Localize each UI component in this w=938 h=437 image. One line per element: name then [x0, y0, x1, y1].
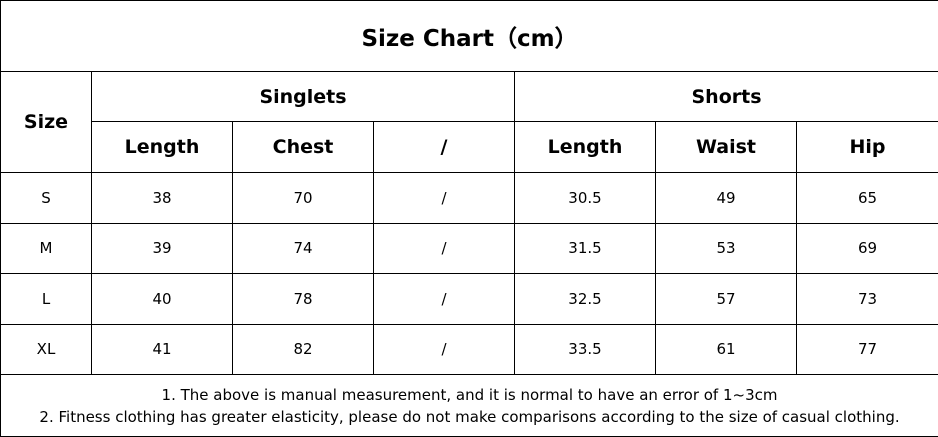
- value-cell: 82: [232, 323, 374, 376]
- column-header: /: [373, 121, 515, 173]
- size-cell: S: [0, 171, 92, 224]
- group-header: Singlets: [91, 70, 515, 123]
- value-cell: 69: [795, 222, 938, 275]
- value-cell: 77: [795, 323, 938, 376]
- size-cell: L: [0, 273, 92, 325]
- value-cell: 57: [655, 273, 797, 325]
- table-title: Size Chart（cm）: [0, 0, 938, 72]
- size-cell: M: [0, 222, 92, 275]
- column-header: Length: [91, 121, 233, 173]
- value-cell: 74: [232, 222, 374, 275]
- value-cell: /: [373, 323, 515, 376]
- data-row: S 38 70/30.5 49 65: [0, 171, 938, 224]
- size-header: Size: [0, 70, 92, 173]
- value-cell: 53: [655, 222, 797, 275]
- value-cell: /: [373, 222, 515, 275]
- notes: 1. The above is manual measurement, and …: [0, 374, 938, 437]
- group-header: Shorts: [513, 70, 938, 123]
- value-cell: 73: [795, 273, 938, 325]
- column-header: Waist: [655, 121, 797, 173]
- note: 1. The above is manual measurement, and …: [161, 385, 778, 404]
- value-cell: 31.5: [514, 222, 656, 275]
- column-header: Chest: [232, 121, 374, 173]
- value-cell: 30.5: [514, 171, 656, 224]
- value-cell: 49: [655, 171, 797, 224]
- column-header: Length: [514, 121, 656, 173]
- size-cell: XL: [0, 323, 92, 376]
- data-row: M 39 74/31.5 53 69: [0, 222, 938, 275]
- notes-row: 1. The above is manual measurement, and …: [0, 374, 938, 437]
- value-cell: 78: [232, 273, 374, 325]
- value-cell: 41: [91, 323, 233, 376]
- value-cell: 40: [91, 273, 233, 325]
- column-header: Hip: [795, 121, 938, 173]
- value-cell: 65: [795, 171, 938, 224]
- value-cell: 70: [232, 171, 374, 224]
- value-cell: 38: [91, 171, 233, 224]
- note: 2. Fitness clothing has greater elastici…: [39, 407, 900, 426]
- value-cell: 39: [91, 222, 233, 275]
- value-cell: /: [373, 273, 515, 325]
- value-cell: 33.5: [514, 323, 656, 376]
- value-cell: /: [373, 171, 515, 224]
- data-row: L 40 78/32.5 57 73: [0, 273, 938, 325]
- value-cell: 32.5: [514, 273, 656, 325]
- data-row: XL 41 82/33.5 61 77: [0, 323, 938, 376]
- column-header-row: Length Chest / Length Waist Hip: [1, 121, 938, 173]
- value-cell: 61: [655, 323, 797, 376]
